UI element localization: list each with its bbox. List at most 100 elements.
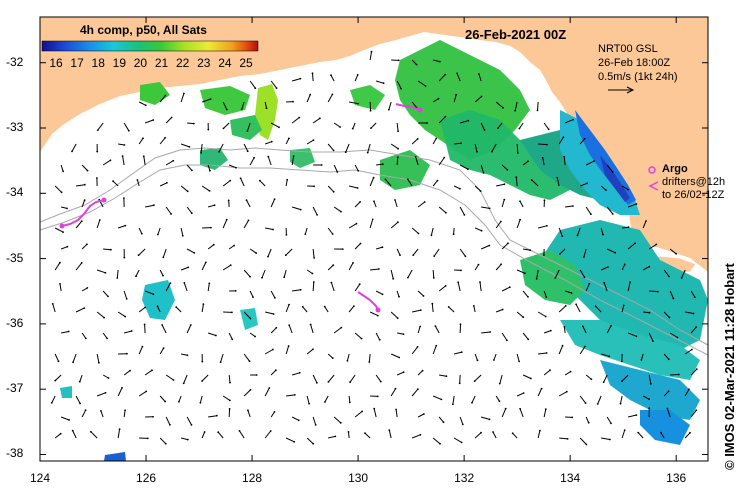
current-arrow [606,164,614,173]
current-arrow-head [464,255,467,258]
current-arrow-head [331,357,334,359]
current-arrow [157,306,161,313]
current-arrow [603,374,608,383]
current-arrow [495,395,500,402]
current-arrow-head [299,288,302,291]
current-arrow-head [640,359,643,361]
current-arrow [559,437,568,440]
current-arrow-head [255,252,258,255]
bathymetry-contours [40,147,708,356]
colorbar-tick-label: 25 [239,56,253,70]
current-arrow [543,290,547,298]
current-arrow [186,164,193,171]
current-arrow-head [144,104,147,107]
argo-legend-symbols [648,166,659,191]
current-arrow-head [476,150,478,153]
current-arrow-head [590,378,593,381]
current-arrow-head [635,414,638,416]
current-arrow-head [530,179,533,181]
current-arrow-head [435,137,438,140]
current-arrow-head [561,235,564,238]
current-arrow-head [112,180,114,183]
current-arrow-head [269,430,272,432]
current-arrow-head [314,424,317,426]
current-arrow [159,395,166,402]
current-arrow-head [246,150,249,153]
current-arrow-head [207,128,210,131]
current-arrow [601,437,610,440]
current-arrow-head [652,340,654,342]
current-arrow-head [62,170,64,173]
current-arrow-head [541,157,544,159]
current-arrow [123,410,126,418]
current-arrow [54,185,62,193]
current-arrow-head [116,277,119,279]
lat-tick-label: -33 [6,120,24,134]
lon-tick-label: 130 [348,471,369,485]
lon-tick-label: 128 [242,471,263,485]
current-arrow [186,206,193,214]
current-arrow-head [186,190,189,193]
current-arrow [690,368,698,376]
current-arrow [354,74,359,82]
current-arrow-head [162,347,165,349]
current-arrow [457,282,461,292]
current-arrow [453,227,455,235]
current-arrow-head [172,379,175,381]
current-arrow-head [312,139,315,142]
current-arrow [481,206,490,209]
current-arrow-head [689,431,691,434]
current-arrow [438,74,446,82]
current-arrow [542,157,545,166]
current-arrow-head [444,73,447,76]
current-arrow-head [66,245,69,248]
current-arrow [459,164,469,170]
current-arrow-head [695,326,697,329]
current-arrow [261,269,266,278]
current-arrow [96,311,105,318]
current-arrow-head [288,137,290,140]
lon-tick-label: 126 [136,471,157,485]
current-arrow-head [382,82,385,85]
current-arrow-head [192,122,195,125]
current-arrow [496,183,505,187]
current-arrow [102,374,109,379]
current-arrow-head [585,443,588,446]
current-arrow-head [123,197,125,200]
current-arrow [453,185,461,190]
current-arrow [597,395,602,405]
current-arrow-head [500,263,502,266]
current-arrow [474,185,481,192]
current-arrow [75,307,85,313]
current-arrow-head [110,248,112,251]
current-arrow-head [313,185,315,188]
current-arrow [223,122,230,129]
current-arrow-head [458,382,461,385]
current-arrow-head [621,360,623,363]
current-arrow-head [522,392,525,394]
current-arrow-head [127,129,130,132]
current-arrow [75,262,83,271]
current-arrow [270,80,277,89]
current-arrow-head [339,126,341,128]
current-arrow [291,206,301,211]
current-arrow-head [562,136,565,139]
current-arrow-head [452,233,455,236]
current-arrow-head [229,179,232,182]
current-arrow [218,143,224,153]
current-arrow-head [423,201,426,203]
current-arrow-head [267,255,269,258]
current-arrow [264,430,272,439]
current-arrow [180,143,190,148]
current-arrow-head [603,281,606,284]
current-arrow-head [356,74,359,76]
current-arrow-head [80,262,83,264]
current-arrow [627,242,636,250]
current-arrow-head [312,442,315,445]
current-arrow [556,177,560,187]
current-arrow [522,374,532,379]
current-arrow [312,281,315,292]
current-arrow-head [396,156,399,159]
current-arrow [558,345,564,355]
current-arrow-head [203,431,206,433]
